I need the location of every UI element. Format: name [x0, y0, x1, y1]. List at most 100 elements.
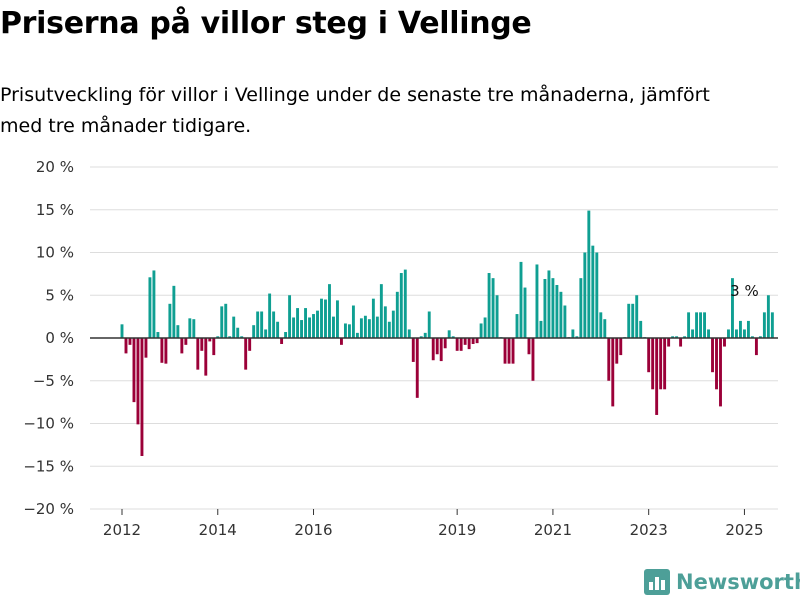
x-axis-ticks: 2012 2014 2016 2019 2021 2023 2025 — [103, 509, 764, 539]
bar — [539, 320, 543, 338]
bar — [479, 323, 483, 338]
y-tick-label: −15 % — [23, 457, 74, 475]
bar — [519, 261, 523, 338]
bar — [667, 338, 671, 347]
bar — [727, 329, 730, 338]
bar — [766, 295, 770, 338]
bar — [351, 305, 355, 338]
bar — [750, 336, 754, 338]
bar — [272, 311, 276, 338]
bar — [439, 338, 443, 362]
bar — [156, 332, 160, 338]
logo-text: Newsworthy — [676, 570, 800, 594]
x-tick-label: 2021 — [534, 521, 572, 539]
y-tick-label: 15 % — [36, 201, 74, 219]
bar — [703, 312, 706, 338]
bar — [180, 338, 184, 354]
bar — [324, 299, 327, 338]
bar — [659, 338, 663, 390]
bar — [160, 338, 164, 363]
bar — [731, 278, 734, 338]
bar — [742, 329, 746, 338]
bar — [563, 305, 567, 338]
bar — [232, 316, 236, 338]
bar — [543, 279, 547, 338]
bar — [599, 312, 603, 338]
bar — [663, 338, 667, 390]
bar — [403, 269, 407, 338]
bar — [320, 298, 323, 338]
bar — [523, 287, 527, 338]
bar — [292, 317, 296, 338]
bar — [463, 338, 467, 345]
bar — [260, 311, 264, 338]
bar — [647, 338, 651, 373]
bar — [387, 321, 391, 338]
bar — [208, 338, 212, 342]
bar — [300, 320, 303, 338]
bar — [455, 338, 459, 351]
y-tick-label: −5 % — [33, 372, 74, 390]
bar — [551, 278, 555, 338]
bar — [611, 338, 615, 407]
y-tick-label: −20 % — [23, 500, 74, 518]
bar — [296, 308, 300, 338]
bar — [723, 338, 726, 347]
bar — [284, 332, 288, 338]
bar — [228, 336, 232, 338]
bar — [148, 277, 152, 338]
bar — [587, 210, 591, 338]
y-tick-label: 0 % — [45, 329, 74, 347]
bar — [535, 264, 539, 338]
bar — [735, 329, 738, 338]
bar — [635, 295, 639, 338]
bar — [754, 338, 758, 356]
bar — [675, 336, 679, 338]
bar — [715, 338, 718, 390]
bar — [176, 325, 180, 338]
bar — [355, 332, 359, 338]
bar — [719, 338, 722, 407]
bar — [627, 303, 631, 338]
bar — [483, 317, 487, 338]
bar — [739, 320, 742, 338]
bar — [746, 320, 750, 338]
bar — [379, 284, 383, 338]
bar — [312, 314, 315, 338]
bar — [264, 329, 268, 338]
bar — [547, 270, 551, 338]
bar — [399, 273, 403, 338]
bar — [248, 338, 252, 351]
bar — [571, 329, 575, 338]
bar — [144, 338, 148, 358]
bar — [280, 338, 284, 344]
bar — [507, 338, 511, 364]
latest-value-annotation: 3 % — [730, 282, 759, 300]
bar — [591, 245, 595, 338]
bar — [256, 311, 260, 338]
bar — [375, 316, 379, 338]
x-tick-label: 2023 — [630, 521, 668, 539]
bar — [707, 329, 710, 338]
bar — [128, 338, 132, 345]
bar — [395, 291, 399, 338]
bar — [200, 338, 204, 351]
y-tick-label: 5 % — [45, 286, 74, 304]
bar — [216, 336, 220, 338]
x-tick-label: 2019 — [438, 521, 476, 539]
bar — [252, 325, 256, 338]
bar — [427, 311, 431, 338]
bar — [347, 324, 351, 338]
bar — [168, 303, 172, 338]
bar — [595, 252, 599, 338]
bar — [762, 312, 766, 338]
bar — [639, 320, 643, 338]
bar — [579, 278, 583, 338]
y-tick-label: 20 % — [36, 158, 74, 176]
bar — [770, 312, 774, 338]
bar — [371, 298, 375, 338]
bar — [475, 338, 479, 344]
bar — [240, 336, 244, 338]
bar — [575, 336, 579, 338]
